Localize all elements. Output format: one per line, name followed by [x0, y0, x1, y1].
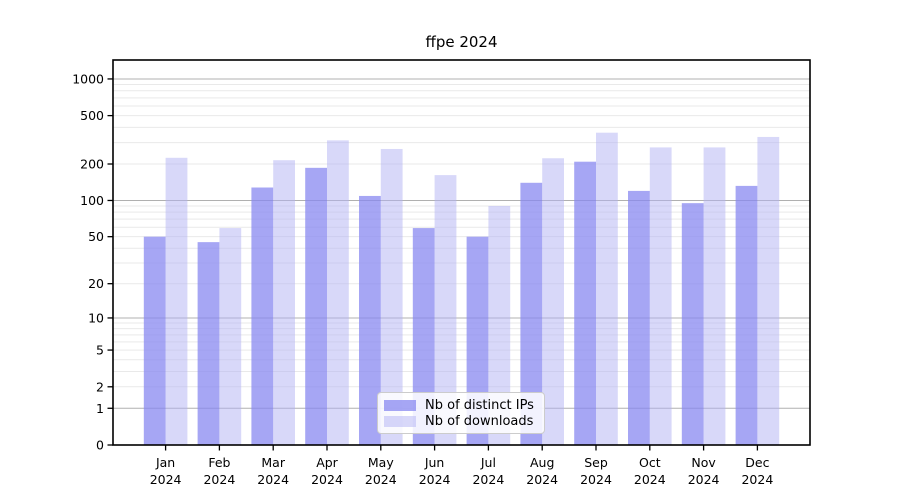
bar-distinct-ips-nov	[681, 203, 704, 445]
x-tick-label-year: 2024	[419, 472, 451, 487]
y-tick-label: 10	[88, 310, 104, 325]
bar-downloads-may	[380, 148, 403, 445]
x-tick-label-month: Feb	[208, 455, 230, 470]
bar-distinct-ips-jun	[412, 228, 435, 445]
y-tick-label: 0	[96, 438, 104, 453]
x-tick-label-month: Mar	[261, 455, 285, 470]
x-tick-label-year: 2024	[634, 472, 666, 487]
x-tick-label-year: 2024	[472, 472, 504, 487]
bar-downloads-jun	[434, 175, 457, 446]
bar-distinct-ips-dec	[735, 185, 758, 445]
bar-downloads-apr	[327, 140, 349, 446]
y-tick-label: 200	[80, 157, 104, 172]
y-tick-label: 100	[80, 193, 104, 208]
legend-swatch-downloads	[384, 415, 416, 427]
x-tick-label-month: Jul	[480, 455, 496, 470]
bar-downloads-jul	[488, 205, 511, 445]
x-tick-label-year: 2024	[311, 472, 343, 487]
x-tick-label-month: Nov	[691, 455, 716, 470]
x-tick-label-year: 2024	[688, 472, 720, 487]
x-tick-label-year: 2024	[203, 472, 235, 487]
bar-downloads-jan	[165, 157, 188, 445]
bar-distinct-ips-mar	[251, 187, 274, 445]
legend-swatch-distinct-ips	[384, 399, 416, 411]
x-tick-label-year: 2024	[526, 472, 558, 487]
x-tick-label-month: Oct	[639, 455, 661, 470]
bar-downloads-nov	[703, 147, 726, 445]
bar-distinct-ips-apr	[305, 167, 327, 445]
bar-distinct-ips-may	[359, 195, 381, 445]
bar-distinct-ips-feb	[197, 242, 220, 445]
y-tick-label: 500	[80, 108, 104, 123]
legend-item-downloads: Nb of downloads	[384, 413, 536, 429]
y-tick-label: 1	[96, 401, 104, 416]
plot-border	[112, 59, 811, 446]
x-tick-label-month: Jun	[424, 455, 445, 470]
x-tick-label-year: 2024	[580, 472, 612, 487]
bar-downloads-aug	[542, 158, 564, 445]
legend-label-distinct-ips: Nb of distinct IPs	[425, 397, 534, 413]
bar-distinct-ips-sep	[574, 161, 596, 445]
bar-distinct-ips-oct	[628, 190, 650, 445]
y-tick-label: 2	[96, 379, 104, 394]
y-tick-label: 5	[96, 343, 104, 358]
legend-item-distinct-ips: Nb of distinct IPs	[384, 397, 536, 413]
x-tick-label-month: Sep	[584, 455, 608, 470]
y-tick-label: 20	[88, 276, 104, 291]
bar-distinct-ips-jan	[143, 236, 166, 445]
bar-downloads-mar	[273, 160, 295, 445]
y-tick-label: 1000	[72, 71, 104, 86]
bar-downloads-sep	[596, 132, 618, 445]
x-tick-label-month: Dec	[745, 455, 769, 470]
x-tick-label-year: 2024	[150, 472, 182, 487]
legend-label-downloads: Nb of downloads	[425, 413, 534, 429]
x-tick-label-month: May	[368, 455, 394, 470]
legend: Nb of distinct IPs Nb of downloads	[377, 392, 545, 434]
bar-downloads-feb	[219, 228, 242, 445]
x-tick-label-year: 2024	[741, 472, 773, 487]
x-tick-label-month: Apr	[316, 455, 338, 470]
bar-distinct-ips-aug	[520, 182, 543, 445]
x-tick-label-month: Jan	[155, 455, 175, 470]
x-tick-label-year: 2024	[365, 472, 397, 487]
y-tick-label: 50	[88, 229, 104, 244]
x-tick-label-month: Aug	[530, 455, 554, 470]
chart-title: ffpe 2024	[425, 33, 498, 51]
bar-downloads-oct	[649, 147, 672, 445]
bar-downloads-dec	[757, 136, 780, 446]
x-tick-label-year: 2024	[257, 472, 289, 487]
